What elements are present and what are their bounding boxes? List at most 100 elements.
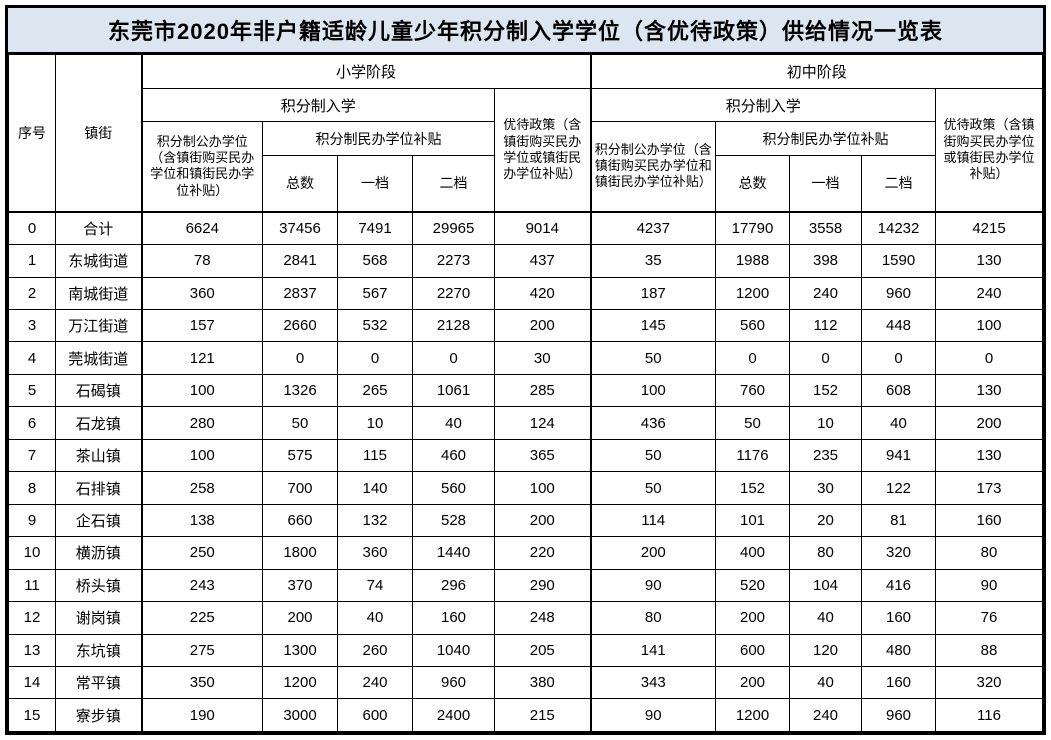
row-serial: 4 (8, 341, 56, 375)
cell-middle-tier1: 0 (789, 341, 862, 375)
table-body: 0 合计 6624 37456 7491 29965 9014 4237 177… (8, 210, 1043, 732)
row-town: 横沥镇 (55, 536, 143, 570)
row-town: 石龙镇 (55, 406, 143, 440)
row-serial: 6 (8, 406, 56, 440)
table-row: 9 企石镇 138 660 132 528 200 114 101 20 81 … (8, 503, 1043, 538)
cell-primary-preferential: 420 (494, 276, 592, 311)
cell-primary-tier2: 296 (412, 568, 495, 603)
row-town: 常平镇 (55, 666, 143, 700)
cell-middle-preferential: 116 (935, 698, 1043, 732)
cell-middle-public: 145 (590, 309, 716, 343)
cell-primary-preferential: 290 (494, 568, 592, 603)
cell-primary-tier2: 460 (412, 438, 495, 473)
cell-middle-public: 90 (590, 568, 716, 603)
cell-middle-public: 114 (590, 503, 716, 538)
row-town: 石排镇 (55, 471, 143, 505)
cell-middle-tier1: 30 (789, 471, 862, 505)
header-middle-tier1: 一档 (789, 155, 862, 213)
table-row: 4 莞城街道 121 0 0 0 30 50 0 0 0 0 (8, 341, 1043, 375)
cell-middle-subsidy-total: 1200 (715, 698, 790, 732)
cell-middle-tier2: 14232 (861, 210, 936, 246)
cell-middle-preferential: 80 (935, 536, 1043, 570)
cell-primary-preferential: 285 (494, 373, 592, 408)
cell-middle-tier2: 81 (861, 503, 936, 538)
cell-primary-subsidy-total: 3000 (262, 698, 338, 732)
cell-primary-preferential: 380 (494, 666, 592, 700)
header-primary-public-seats: 积分制公办学位（含镇街购买民办学位和镇街民办学位补贴） (141, 121, 263, 213)
cell-middle-subsidy-total: 400 (715, 536, 790, 570)
row-serial: 13 (8, 633, 56, 668)
cell-primary-public: 121 (141, 341, 263, 375)
cell-primary-subsidy-total: 2660 (262, 309, 338, 343)
quota-table: 序号 镇街 小学阶段 初中阶段 积分制入学 优待政策（含镇街购买民办学位或镇街民… (8, 54, 1043, 732)
cell-primary-public: 78 (141, 244, 263, 278)
cell-middle-preferential: 4215 (935, 210, 1043, 246)
cell-middle-tier2: 40 (861, 406, 936, 440)
cell-primary-subsidy-total: 0 (262, 341, 338, 375)
cell-middle-public: 100 (590, 373, 716, 408)
cell-middle-preferential: 240 (935, 276, 1043, 311)
cell-primary-tier2: 40 (412, 406, 495, 440)
row-serial: 3 (8, 309, 56, 343)
cell-middle-subsidy-total: 101 (715, 503, 790, 538)
row-serial: 11 (8, 568, 56, 603)
cell-primary-public: 243 (141, 568, 263, 603)
cell-primary-tier1: 115 (337, 438, 413, 473)
cell-primary-tier1: 265 (337, 373, 413, 408)
cell-middle-subsidy-total: 200 (715, 666, 790, 700)
cell-middle-tier2: 941 (861, 438, 936, 473)
cell-middle-public: 187 (590, 276, 716, 311)
cell-middle-tier2: 122 (861, 471, 936, 505)
row-serial: 9 (8, 503, 56, 538)
cell-primary-public: 350 (141, 666, 263, 700)
row-serial: 10 (8, 536, 56, 570)
cell-primary-tier2: 0 (412, 341, 495, 375)
table-row: 13 东坑镇 275 1300 260 1040 205 141 600 120… (8, 633, 1043, 668)
cell-middle-public: 50 (590, 471, 716, 505)
row-town: 寮步镇 (55, 698, 143, 732)
cell-primary-subsidy-total: 50 (262, 406, 338, 440)
row-town: 莞城街道 (55, 341, 143, 375)
cell-primary-subsidy-total: 1200 (262, 666, 338, 700)
cell-middle-tier2: 1590 (861, 244, 936, 278)
cell-middle-tier1: 40 (789, 601, 862, 635)
row-town: 东城街道 (55, 244, 143, 278)
cell-middle-tier1: 112 (789, 309, 862, 343)
cell-primary-public: 280 (141, 406, 263, 440)
cell-primary-public: 225 (141, 601, 263, 635)
row-serial: 0 (8, 210, 56, 246)
cell-primary-preferential: 215 (494, 698, 592, 732)
row-serial: 1 (8, 244, 56, 278)
cell-middle-tier2: 160 (861, 666, 936, 700)
row-town: 东坑镇 (55, 633, 143, 668)
cell-primary-preferential: 205 (494, 633, 592, 668)
cell-middle-public: 141 (590, 633, 716, 668)
cell-primary-tier2: 2128 (412, 309, 495, 343)
cell-middle-subsidy-total: 0 (715, 341, 790, 375)
table-row: 2 南城街道 360 2837 567 2270 420 187 1200 24… (8, 276, 1043, 311)
cell-primary-preferential: 124 (494, 406, 592, 440)
cell-primary-subsidy-total: 700 (262, 471, 338, 505)
cell-primary-subsidy-total: 1300 (262, 633, 338, 668)
cell-primary-public: 258 (141, 471, 263, 505)
cell-primary-subsidy-total: 660 (262, 503, 338, 538)
header-primary-stage: 小学阶段 (141, 54, 592, 89)
table-row: 6 石龙镇 280 50 10 40 124 436 50 10 40 200 (8, 406, 1043, 440)
cell-primary-tier1: 600 (337, 698, 413, 732)
cell-primary-preferential: 248 (494, 601, 592, 635)
cell-primary-tier2: 2273 (412, 244, 495, 278)
table-row: 1 东城街道 78 2841 568 2273 437 35 1988 398 … (8, 244, 1043, 278)
cell-middle-subsidy-total: 50 (715, 406, 790, 440)
header-middle-tier2: 二档 (861, 155, 936, 213)
header-middle-public-seats: 积分制公办学位（含镇街购买民办学位和镇街民办学位补贴） (590, 121, 716, 213)
cell-primary-tier2: 1440 (412, 536, 495, 570)
cell-primary-preferential: 437 (494, 244, 592, 278)
header-primary-tier2: 二档 (412, 155, 495, 213)
cell-middle-subsidy-total: 1988 (715, 244, 790, 278)
cell-primary-public: 157 (141, 309, 263, 343)
cell-middle-tier1: 398 (789, 244, 862, 278)
cell-middle-public: 436 (590, 406, 716, 440)
header-row-seat-types: 积分制公办学位（含镇街购买民办学位和镇街民办学位补贴） 积分制民办学位补贴 积分… (9, 121, 1043, 213)
header-row-stage: 序号 镇街 小学阶段 初中阶段 (8, 54, 1043, 213)
row-serial: 5 (8, 373, 56, 408)
